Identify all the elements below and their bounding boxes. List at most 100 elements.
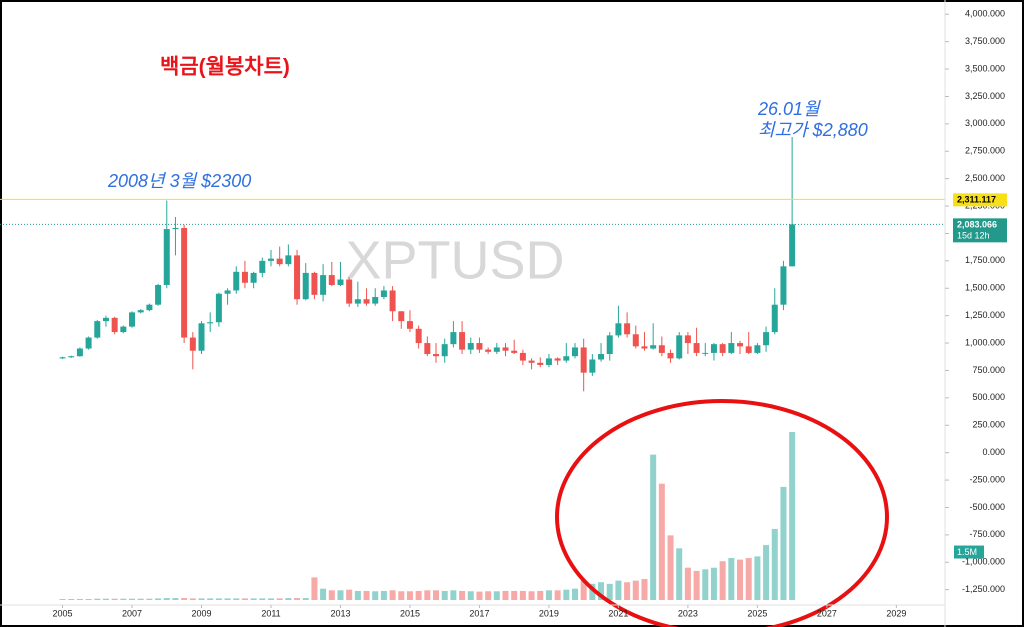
candle-body [380,290,387,298]
volume-bar [598,582,605,600]
candle-body [632,334,639,347]
candle-body [241,271,248,283]
volume-bar [554,590,561,600]
candle-body [146,304,153,311]
volume-bar [146,598,153,600]
candle-body [606,335,613,355]
candle-body [137,310,144,313]
plot-area [0,137,945,600]
volume-bar [233,598,240,600]
volume-bar [528,591,535,600]
volume-bar [771,528,778,600]
volume-bar [580,580,587,600]
volume-bar [571,588,578,600]
candle-body [554,358,561,361]
volume-bar [485,591,492,600]
candle-body [398,311,405,322]
candle-body [780,266,787,305]
volume-bar [754,556,761,600]
candle-body [172,227,179,230]
candle-body [337,279,344,285]
volume-bar [389,590,396,600]
candle-body [207,322,214,324]
volume-bar [502,590,509,600]
price-label-box [953,193,1007,207]
candle-body [476,343,483,350]
candle-body [372,297,379,304]
volume-bar [728,558,735,600]
candle-body [120,326,127,333]
candle-body [571,347,578,357]
volume-bar [346,589,353,600]
candle-body [302,272,309,300]
volume-bar [111,598,118,600]
candle-body [485,349,492,352]
volume-bar [137,598,144,600]
candle-body [68,356,75,358]
candle-body [85,337,92,349]
y-tick-label: 750.000 [972,365,1005,375]
candle-body [102,317,109,322]
candle-body [415,328,422,344]
candle-body [459,332,466,350]
x-tick-label: 2011 [261,608,280,618]
candle-body [198,323,205,351]
candle-body [155,284,162,305]
candle-body [710,344,717,353]
volume-bar [763,545,770,600]
candle-body [537,362,544,365]
y-tick-label: 500.000 [972,392,1005,402]
candle-body [215,293,222,323]
candle-body [424,343,431,355]
candle-body [650,345,657,349]
volume-bar [589,583,596,600]
volume-bar [320,588,327,600]
volume-bar [189,598,196,600]
volume-bar [415,590,422,600]
x-tick-label: 2013 [330,608,350,618]
x-tick-label: 2025 [747,608,767,618]
volume-label-box [954,545,984,559]
candle-body [94,321,101,338]
candle-body [467,343,474,350]
y-tick-label: -750.000 [969,529,1005,539]
volume-bar [737,559,744,600]
candle-body [615,323,622,336]
candle-body [771,304,778,333]
price-label: 2,083.066 [957,220,997,230]
x-tick-label: 2027 [817,608,837,618]
candle-body [667,352,674,359]
volume-bar [129,598,136,600]
candle-body [441,344,448,357]
volume-bar [693,570,700,600]
volume-bar [537,590,544,600]
y-tick-label: 2,750.000 [965,146,1005,156]
candle-body [737,343,744,347]
candle-body [763,332,770,346]
candle-body [450,332,457,345]
candle-body [181,227,188,338]
volume-bar [424,590,431,600]
volume-bar [789,432,796,600]
y-tick-label: 3,500.000 [965,63,1005,73]
annotation: 26.01월 [757,99,821,119]
candle-body [624,323,631,335]
volume-bar [372,591,379,600]
watermark: XPTUSD [345,230,564,290]
volume-bar [493,591,500,600]
volume-bar [172,598,179,600]
candle-body [389,290,396,312]
chart-title: 백금(월봉차트) [160,56,290,79]
x-tick-label: 2023 [678,608,698,618]
candle-body [111,317,118,333]
candle-body [320,275,327,295]
candle-body [493,347,500,352]
volume-bar [606,583,613,600]
y-tick-label: 1,250.000 [965,310,1005,320]
volume-bar [241,598,248,600]
volume-bar [641,579,648,600]
x-tick-label: 2021 [608,608,628,618]
volume-bar [302,598,309,600]
volume-bar [328,590,335,600]
